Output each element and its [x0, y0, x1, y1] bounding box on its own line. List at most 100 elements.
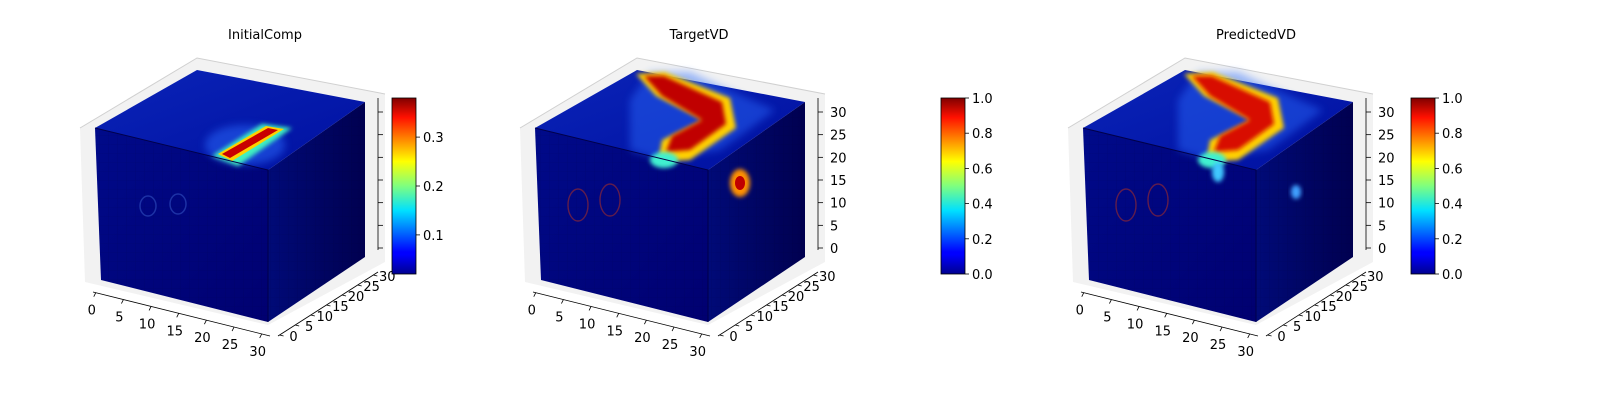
y-tick-mark — [719, 334, 724, 337]
y-tick-mark — [1329, 294, 1335, 297]
x-tick-mark — [671, 326, 675, 332]
x-tick-mark — [1109, 299, 1112, 304]
y-tick-label: 0 — [729, 330, 737, 345]
x-axis: 0 5 10 15 20 25 30 — [1076, 291, 1259, 360]
y-tick-mark — [750, 314, 755, 317]
chart-title: InitialComp — [228, 28, 302, 43]
faint-ring — [1147, 183, 1169, 217]
z-tick-label: 15 — [1378, 174, 1395, 189]
y-tick-label: 20 — [1336, 290, 1353, 305]
y-tick-mark — [1267, 334, 1272, 337]
y-tick-mark — [310, 314, 315, 317]
colorbar-gradient — [1410, 97, 1436, 275]
side-hot-core — [735, 176, 745, 190]
y-tick-label: 10 — [1305, 310, 1322, 325]
colorbar-tick-label: 0.6 — [1442, 162, 1463, 177]
y-tick-label: 30 — [379, 270, 396, 285]
x-tick-label: 20 — [1182, 331, 1199, 346]
x-tick-label: 0 — [528, 304, 536, 319]
y-tick-label: 30 — [1367, 270, 1384, 285]
heat-band-core — [644, 76, 726, 152]
x-tick-label: 20 — [634, 331, 651, 346]
voxel-grid-side — [708, 102, 805, 322]
colorbar-tick-label: 0.3 — [423, 131, 444, 146]
x-tick-label: 25 — [662, 338, 679, 353]
y-tick-label: 15 — [1320, 300, 1337, 315]
faint-ring — [567, 188, 589, 222]
x-tick-mark — [699, 333, 703, 339]
heat-features — [567, 72, 775, 222]
x-tick-mark — [1247, 333, 1251, 339]
y-tick-label: 25 — [363, 280, 380, 295]
x-tick-mark — [1081, 292, 1085, 297]
x-tick-label: 30 — [689, 345, 706, 360]
colorbar-gradient — [391, 97, 417, 275]
z-tick-label: 25 — [830, 129, 847, 144]
side-spot — [1291, 185, 1301, 199]
heat-drip — [1212, 162, 1224, 182]
x-tick-label: 0 — [88, 304, 96, 319]
colorbar-tick-label: 0.4 — [972, 198, 993, 213]
faint-ring — [599, 183, 621, 217]
colorbar-tick-label: 1.0 — [972, 92, 993, 107]
y-tick-mark — [1345, 284, 1350, 287]
x-axis: 0 5 10 15 20 25 30 — [88, 291, 271, 360]
y-tick-label: 20 — [348, 290, 365, 305]
x-tick-mark — [259, 333, 263, 339]
heat-spot — [650, 152, 678, 168]
x-tick-label: 5 — [115, 311, 123, 326]
x-tick-label: 25 — [222, 338, 239, 353]
y-tick-mark — [797, 284, 802, 287]
colorbar-gradient — [940, 97, 966, 275]
x-tick-label: 15 — [166, 324, 183, 339]
chart-title: TargetVD — [668, 28, 728, 43]
y-tick-label: 0 — [1277, 330, 1285, 345]
x-tick-label: 10 — [139, 317, 156, 332]
z-tick-label: 5 — [1378, 219, 1386, 234]
colorbar: 0.0 0.2 0.4 0.6 0.8 1.0 — [940, 92, 993, 283]
z-tick-label: 10 — [1378, 197, 1395, 212]
z-tick-label: 25 — [1378, 129, 1395, 144]
y-tick-mark — [341, 294, 347, 297]
z-tick-label: 0 — [1378, 242, 1386, 257]
heat-band-core — [1192, 76, 1274, 152]
x-tick-mark — [561, 299, 564, 304]
z-tick-label: 0 — [830, 242, 838, 257]
y-tick-mark — [357, 284, 362, 287]
colorbar-tick-label: 0.6 — [972, 162, 993, 177]
x-axis: 0 5 10 15 20 25 30 — [528, 291, 711, 360]
y-tick-mark — [1361, 274, 1366, 277]
y-tick-label: 15 — [772, 300, 789, 315]
y-tick-mark — [735, 324, 740, 327]
y-tick-label: 10 — [757, 310, 774, 325]
x-tick-label: 5 — [1103, 311, 1111, 326]
x-tick-label: 5 — [555, 311, 563, 326]
y-tick-mark — [1298, 314, 1303, 317]
heat-features — [1115, 72, 1323, 222]
colorbar-tick-label: 0.2 — [423, 180, 444, 195]
x-tick-mark — [121, 299, 124, 304]
pane-edge — [519, 57, 826, 129]
z-tick-label: 15 — [830, 174, 847, 189]
x-tick-mark — [93, 292, 97, 297]
z-axis — [377, 98, 383, 250]
pane-edge — [1067, 57, 1374, 129]
z-tick-label: 20 — [1378, 151, 1395, 166]
z-tick-label: 5 — [830, 219, 838, 234]
x-tick-label: 15 — [606, 324, 623, 339]
y-tick-mark — [1283, 324, 1288, 327]
x-tick-label: 30 — [1237, 345, 1254, 360]
y-tick-label: 5 — [305, 320, 313, 335]
faint-ring — [1115, 188, 1137, 222]
x-tick-label: 10 — [1127, 317, 1144, 332]
colorbar-tick-label: 0.2 — [1442, 233, 1463, 248]
cube-edge — [1082, 127, 1257, 322]
y-tick-label: 5 — [1293, 320, 1301, 335]
x-tick-mark — [1164, 313, 1168, 318]
faint-ring — [139, 195, 157, 217]
colorbar: 0.1 0.2 0.3 — [391, 97, 444, 275]
y-tick-label: 25 — [803, 280, 820, 295]
